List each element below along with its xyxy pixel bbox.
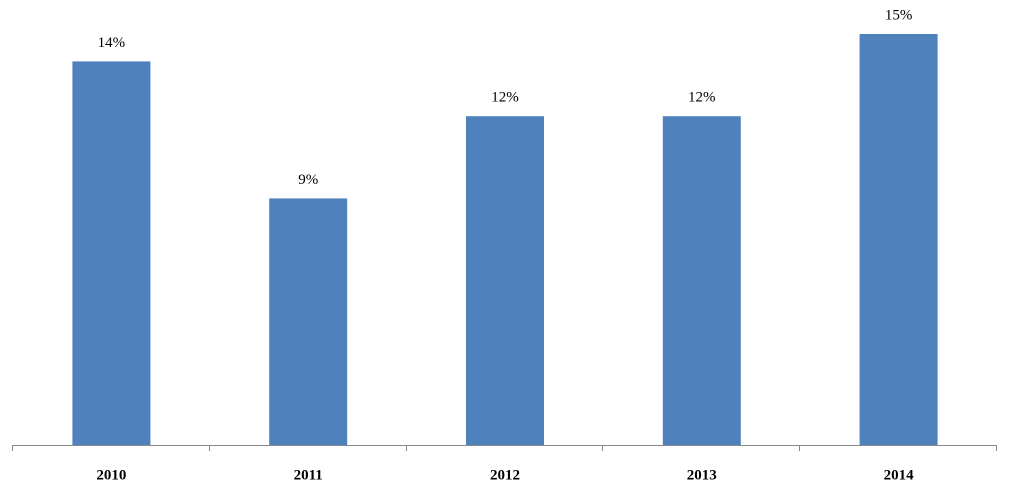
bar xyxy=(466,116,544,445)
data-label: 12% xyxy=(491,90,519,106)
bar xyxy=(72,61,151,446)
bar xyxy=(269,198,348,445)
x-tick-label: 2014 xyxy=(884,467,915,483)
x-tick-label: 2012 xyxy=(490,467,520,483)
x-tick-label: 2011 xyxy=(294,467,323,483)
data-label: 14% xyxy=(98,35,126,51)
x-tick-label: 2010 xyxy=(96,467,126,483)
data-label: 12% xyxy=(688,90,716,106)
x-tick-label: 2013 xyxy=(687,467,717,483)
data-label: 9% xyxy=(298,172,318,188)
data-label: 15% xyxy=(885,7,913,23)
bar xyxy=(662,116,741,445)
bar xyxy=(859,34,938,445)
